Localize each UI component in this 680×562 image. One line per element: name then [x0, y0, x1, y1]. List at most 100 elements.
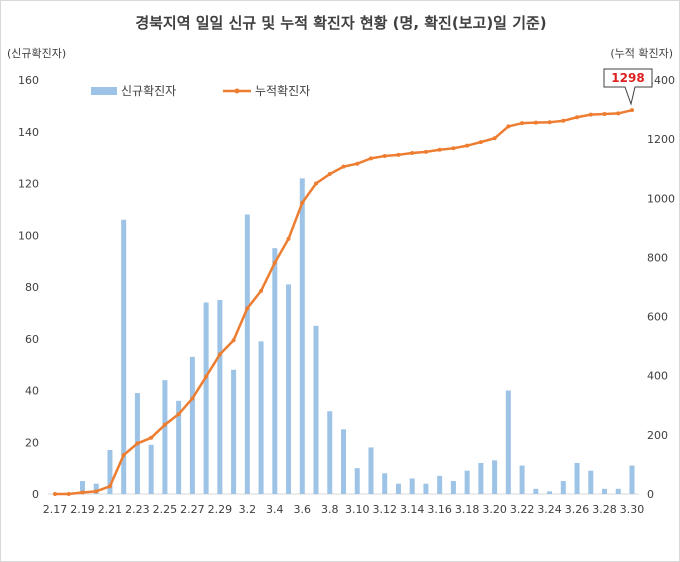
point-cumulative [533, 120, 538, 125]
point-cumulative [190, 396, 195, 401]
point-cumulative [272, 260, 277, 265]
left-axis-label: (신규확진자) [7, 47, 66, 60]
right-tick-label: 200 [647, 429, 668, 442]
point-cumulative [66, 492, 71, 496]
x-tick-label: 3.22 [510, 503, 535, 516]
point-cumulative [121, 452, 126, 457]
line-group [53, 108, 634, 496]
point-cumulative [162, 422, 167, 427]
x-tick-label: 3.30 [620, 503, 645, 516]
bar-new-cases [574, 462, 580, 494]
x-tick-label: 2.29 [208, 503, 233, 516]
bar-new-cases [409, 478, 415, 494]
point-cumulative [588, 112, 593, 117]
x-tick-label: 2.19 [70, 503, 95, 516]
left-tick-label: 80 [25, 281, 39, 294]
right-tick-label: 1400 [647, 74, 675, 87]
right-tick-label: 1000 [647, 192, 675, 205]
bar-new-cases [505, 390, 511, 494]
point-cumulative [355, 161, 360, 166]
point-cumulative [616, 111, 621, 116]
bar-new-cases [533, 488, 539, 494]
x-tick-label: 3.8 [321, 503, 339, 516]
legend: 신규확진자 누적확진자 [91, 84, 310, 98]
bar-new-cases [258, 341, 264, 494]
left-tick-label: 0 [32, 488, 39, 501]
point-cumulative [53, 492, 57, 496]
point-cumulative [478, 140, 483, 145]
point-cumulative [135, 441, 140, 446]
bar-new-cases [93, 483, 99, 494]
point-cumulative [300, 200, 305, 205]
bar-new-cases [382, 473, 388, 494]
x-tick-label: 3.16 [427, 503, 452, 516]
point-cumulative [314, 181, 319, 186]
legend-swatch-bar [91, 87, 117, 95]
bar-new-cases [217, 299, 223, 494]
right-tick-label: 800 [647, 251, 668, 264]
bar-new-cases [464, 470, 470, 494]
point-cumulative [492, 136, 497, 141]
bar-new-cases [286, 284, 292, 494]
bar-new-cases [615, 488, 621, 494]
point-cumulative [341, 164, 346, 169]
point-cumulative [575, 115, 580, 120]
x-tick-label: 2.23 [125, 503, 150, 516]
bar-new-cases [299, 178, 305, 494]
point-cumulative [547, 120, 552, 125]
point-cumulative [451, 146, 456, 151]
bar-new-cases [588, 470, 594, 494]
bar-new-cases [203, 302, 209, 494]
x-tick-label: 2.27 [180, 503, 205, 516]
bar-new-cases [368, 447, 374, 494]
right-tick-label: 400 [647, 370, 668, 383]
point-cumulative [506, 124, 511, 129]
left-tick-label: 160 [18, 74, 39, 87]
point-cumulative [327, 172, 332, 177]
bar-new-cases [629, 465, 635, 494]
point-cumulative [602, 112, 607, 117]
callout-box [603, 68, 653, 106]
point-cumulative [107, 484, 112, 489]
bar-new-cases [79, 481, 85, 494]
point-cumulative [245, 306, 250, 311]
bar-new-cases [354, 468, 360, 495]
bar-new-cases [395, 483, 401, 494]
point-cumulative [630, 108, 634, 113]
point-cumulative [204, 374, 209, 379]
right-axis-label: (누적 확진자) [610, 47, 673, 60]
x-tick-label: 3.2 [239, 503, 257, 516]
left-tick-group: 0 20 40 60 80 100 120 140 160 [18, 74, 39, 501]
bar-new-cases [176, 400, 182, 494]
point-cumulative [561, 118, 566, 123]
point-cumulative [410, 151, 415, 156]
bar-new-cases [478, 462, 484, 494]
bar-new-cases [423, 483, 429, 494]
x-tick-label: 3.26 [565, 503, 590, 516]
bar-new-cases [327, 411, 333, 494]
point-cumulative [231, 338, 236, 343]
bar-new-cases [341, 429, 346, 494]
x-tick-label: 3.10 [345, 503, 370, 516]
x-tick-label: 3.18 [455, 503, 480, 516]
x-tick-label: 2.21 [98, 503, 123, 516]
x-tick-label: 3.24 [537, 503, 562, 516]
bar-new-cases [244, 214, 250, 495]
point-cumulative [423, 149, 428, 154]
bar-new-cases [148, 444, 154, 494]
x-tick-group: 2.17 2.19 2.21 2.23 2.25 2.27 2.29 3.2 3.4 3.6 3.8… [43, 503, 645, 516]
bar-new-cases [492, 460, 498, 494]
legend-swatch-marker [234, 88, 240, 94]
x-tick-label: 3.6 [294, 503, 312, 516]
left-tick-label: 120 [18, 178, 39, 191]
x-tick-label: 2.17 [43, 503, 68, 516]
legend-label-line: 누적확진자 [255, 84, 310, 98]
point-cumulative [465, 143, 470, 148]
bar-new-cases [519, 465, 525, 494]
point-cumulative [80, 490, 85, 495]
bar-new-cases [107, 450, 113, 494]
x-tick-label: 3.20 [482, 503, 507, 516]
x-tick-label: 3.4 [266, 503, 284, 516]
